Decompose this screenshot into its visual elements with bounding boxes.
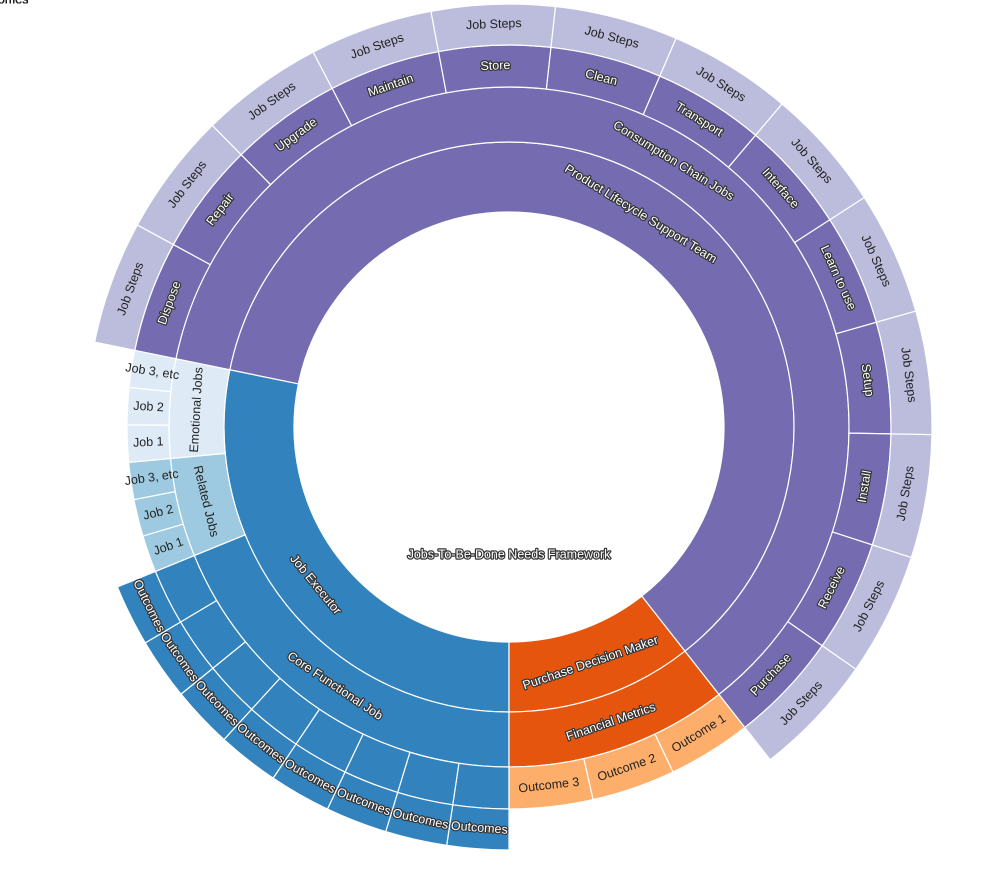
- label-outcomes: Outcomes: [0, 0, 28, 6]
- center-hole: [462, 380, 556, 474]
- segment-job-steps: [744, 644, 857, 761]
- label-job-2: Job 2: [133, 399, 164, 415]
- label-outcomes: Outcomes: [0, 0, 28, 6]
- label-outcomes: Outcomes: [0, 0, 28, 6]
- label-install: Install: [855, 469, 874, 504]
- label-outcomes: Outcomes: [0, 0, 28, 6]
- label-outcomes: Outcomes: [0, 0, 28, 6]
- segment-segment: [452, 762, 510, 810]
- label-store: Store: [480, 58, 510, 73]
- label-outcomes: Outcomes: [0, 0, 28, 6]
- label-jobs-to-be-done-needs-framework: Jobs-To-Be-Done Needs Framework: [408, 547, 612, 561]
- label-job-steps: Job Steps: [466, 16, 522, 32]
- label-outcomes: Outcomes: [450, 819, 508, 837]
- label-outcomes: Outcomes: [0, 0, 28, 6]
- label-setup: Setup: [859, 363, 877, 397]
- label-job-1: Job 1: [133, 434, 164, 449]
- label-outcomes: Outcomes: [0, 0, 28, 6]
- label-outcomes: Outcomes: [0, 0, 28, 6]
- segment-outcome-3: [508, 757, 594, 810]
- label-emotional-jobs: Emotional Jobs: [187, 367, 206, 453]
- label-outcomes: Outcomes: [0, 0, 28, 6]
- label-outcomes: Outcomes: [0, 0, 28, 6]
- label-outcomes: Outcomes: [0, 0, 28, 6]
- label-outcome-3: Outcome 3: [518, 775, 580, 796]
- label-outcomes: Outcomes: [0, 0, 28, 6]
